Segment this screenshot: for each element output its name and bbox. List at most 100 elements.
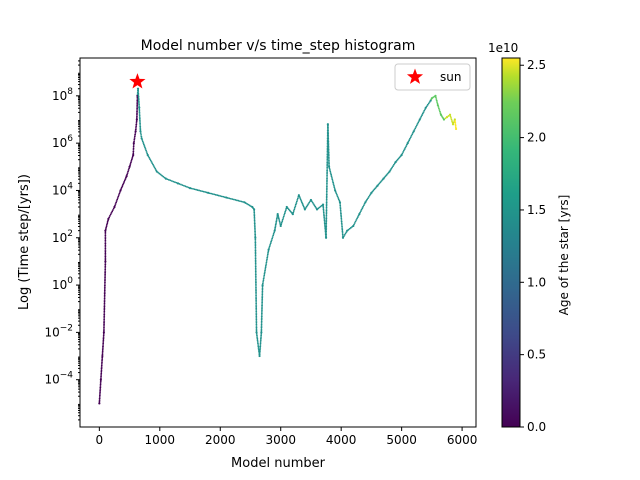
data-point <box>145 151 148 153</box>
data-point <box>172 180 175 183</box>
data-point <box>98 399 101 402</box>
data-point <box>104 265 107 268</box>
data-point <box>256 340 259 343</box>
data-point <box>134 133 137 136</box>
data-point <box>207 191 210 194</box>
data-point <box>104 258 107 261</box>
data-point <box>324 224 326 227</box>
data-point <box>261 295 264 298</box>
data-point <box>386 173 389 175</box>
data-point <box>141 140 144 143</box>
data-point <box>415 125 417 128</box>
data-point <box>110 212 113 214</box>
data-point <box>232 198 235 201</box>
data-point <box>111 210 114 213</box>
data-point <box>100 377 102 380</box>
data-point <box>383 176 386 179</box>
data-point <box>138 102 140 104</box>
data-point <box>327 128 329 130</box>
data-point <box>362 204 365 207</box>
data-point <box>129 164 131 167</box>
data-point <box>104 233 107 235</box>
data-point <box>349 226 352 229</box>
data-point <box>99 385 102 387</box>
x-tick-label: 0 <box>96 433 104 447</box>
data-point <box>263 271 266 274</box>
data-point <box>216 194 219 197</box>
data-point <box>330 175 333 178</box>
data-point <box>259 347 262 350</box>
data-point <box>367 197 369 200</box>
data-point <box>384 175 387 178</box>
data-point <box>220 195 223 198</box>
data-point <box>253 210 256 212</box>
data-point <box>325 214 328 217</box>
data-point <box>127 169 130 171</box>
data-point <box>101 353 104 356</box>
data-point <box>254 232 257 234</box>
data-point <box>136 101 139 104</box>
data-point <box>323 216 326 219</box>
data-point <box>254 240 257 242</box>
data-point <box>262 279 265 282</box>
data-point <box>196 189 199 191</box>
data-point <box>137 98 140 101</box>
data-point <box>101 354 104 358</box>
data-point <box>264 266 267 269</box>
data-point <box>142 142 145 144</box>
data-point <box>225 196 228 199</box>
data-point <box>261 287 264 290</box>
data-point <box>213 193 216 196</box>
data-point <box>137 89 140 92</box>
data-point <box>450 118 453 121</box>
data-point <box>104 283 106 285</box>
data-point <box>109 213 112 216</box>
data-point <box>325 219 328 222</box>
data-point <box>323 222 326 225</box>
data-point <box>377 183 380 186</box>
data-point <box>357 214 360 217</box>
data-point <box>239 200 241 203</box>
data-point <box>294 205 297 208</box>
data-point <box>325 206 328 209</box>
data-point <box>234 199 237 201</box>
data-point <box>319 205 322 208</box>
data-point <box>144 146 146 149</box>
data-point <box>339 209 342 212</box>
data-point <box>307 203 310 205</box>
data-point <box>323 213 325 216</box>
data-point <box>327 150 330 152</box>
data-point <box>101 361 103 364</box>
data-point <box>450 117 452 119</box>
data-point <box>261 296 264 299</box>
data-point <box>268 247 271 249</box>
data-point <box>337 198 340 201</box>
data-point <box>254 238 257 241</box>
data-point <box>136 107 139 110</box>
data-point <box>340 220 343 223</box>
data-point <box>255 309 258 311</box>
data-point <box>325 222 328 225</box>
data-point <box>340 215 343 218</box>
data-point <box>254 273 257 276</box>
data-point <box>104 279 106 282</box>
data-point <box>270 239 273 242</box>
data-point <box>254 230 256 233</box>
data-point <box>325 195 328 198</box>
data-point <box>300 199 303 202</box>
data-point <box>100 370 103 373</box>
data-point <box>101 359 103 362</box>
data-point <box>192 187 194 190</box>
data-point <box>261 283 264 287</box>
data-point <box>454 121 457 124</box>
data-point <box>336 195 339 198</box>
data-point <box>109 214 111 217</box>
data-point <box>108 216 111 219</box>
data-point <box>198 189 201 192</box>
data-point <box>254 259 257 262</box>
data-point <box>422 111 425 114</box>
data-point <box>162 175 165 178</box>
data-point <box>326 156 329 159</box>
data-point <box>102 344 104 346</box>
data-point <box>398 156 401 159</box>
